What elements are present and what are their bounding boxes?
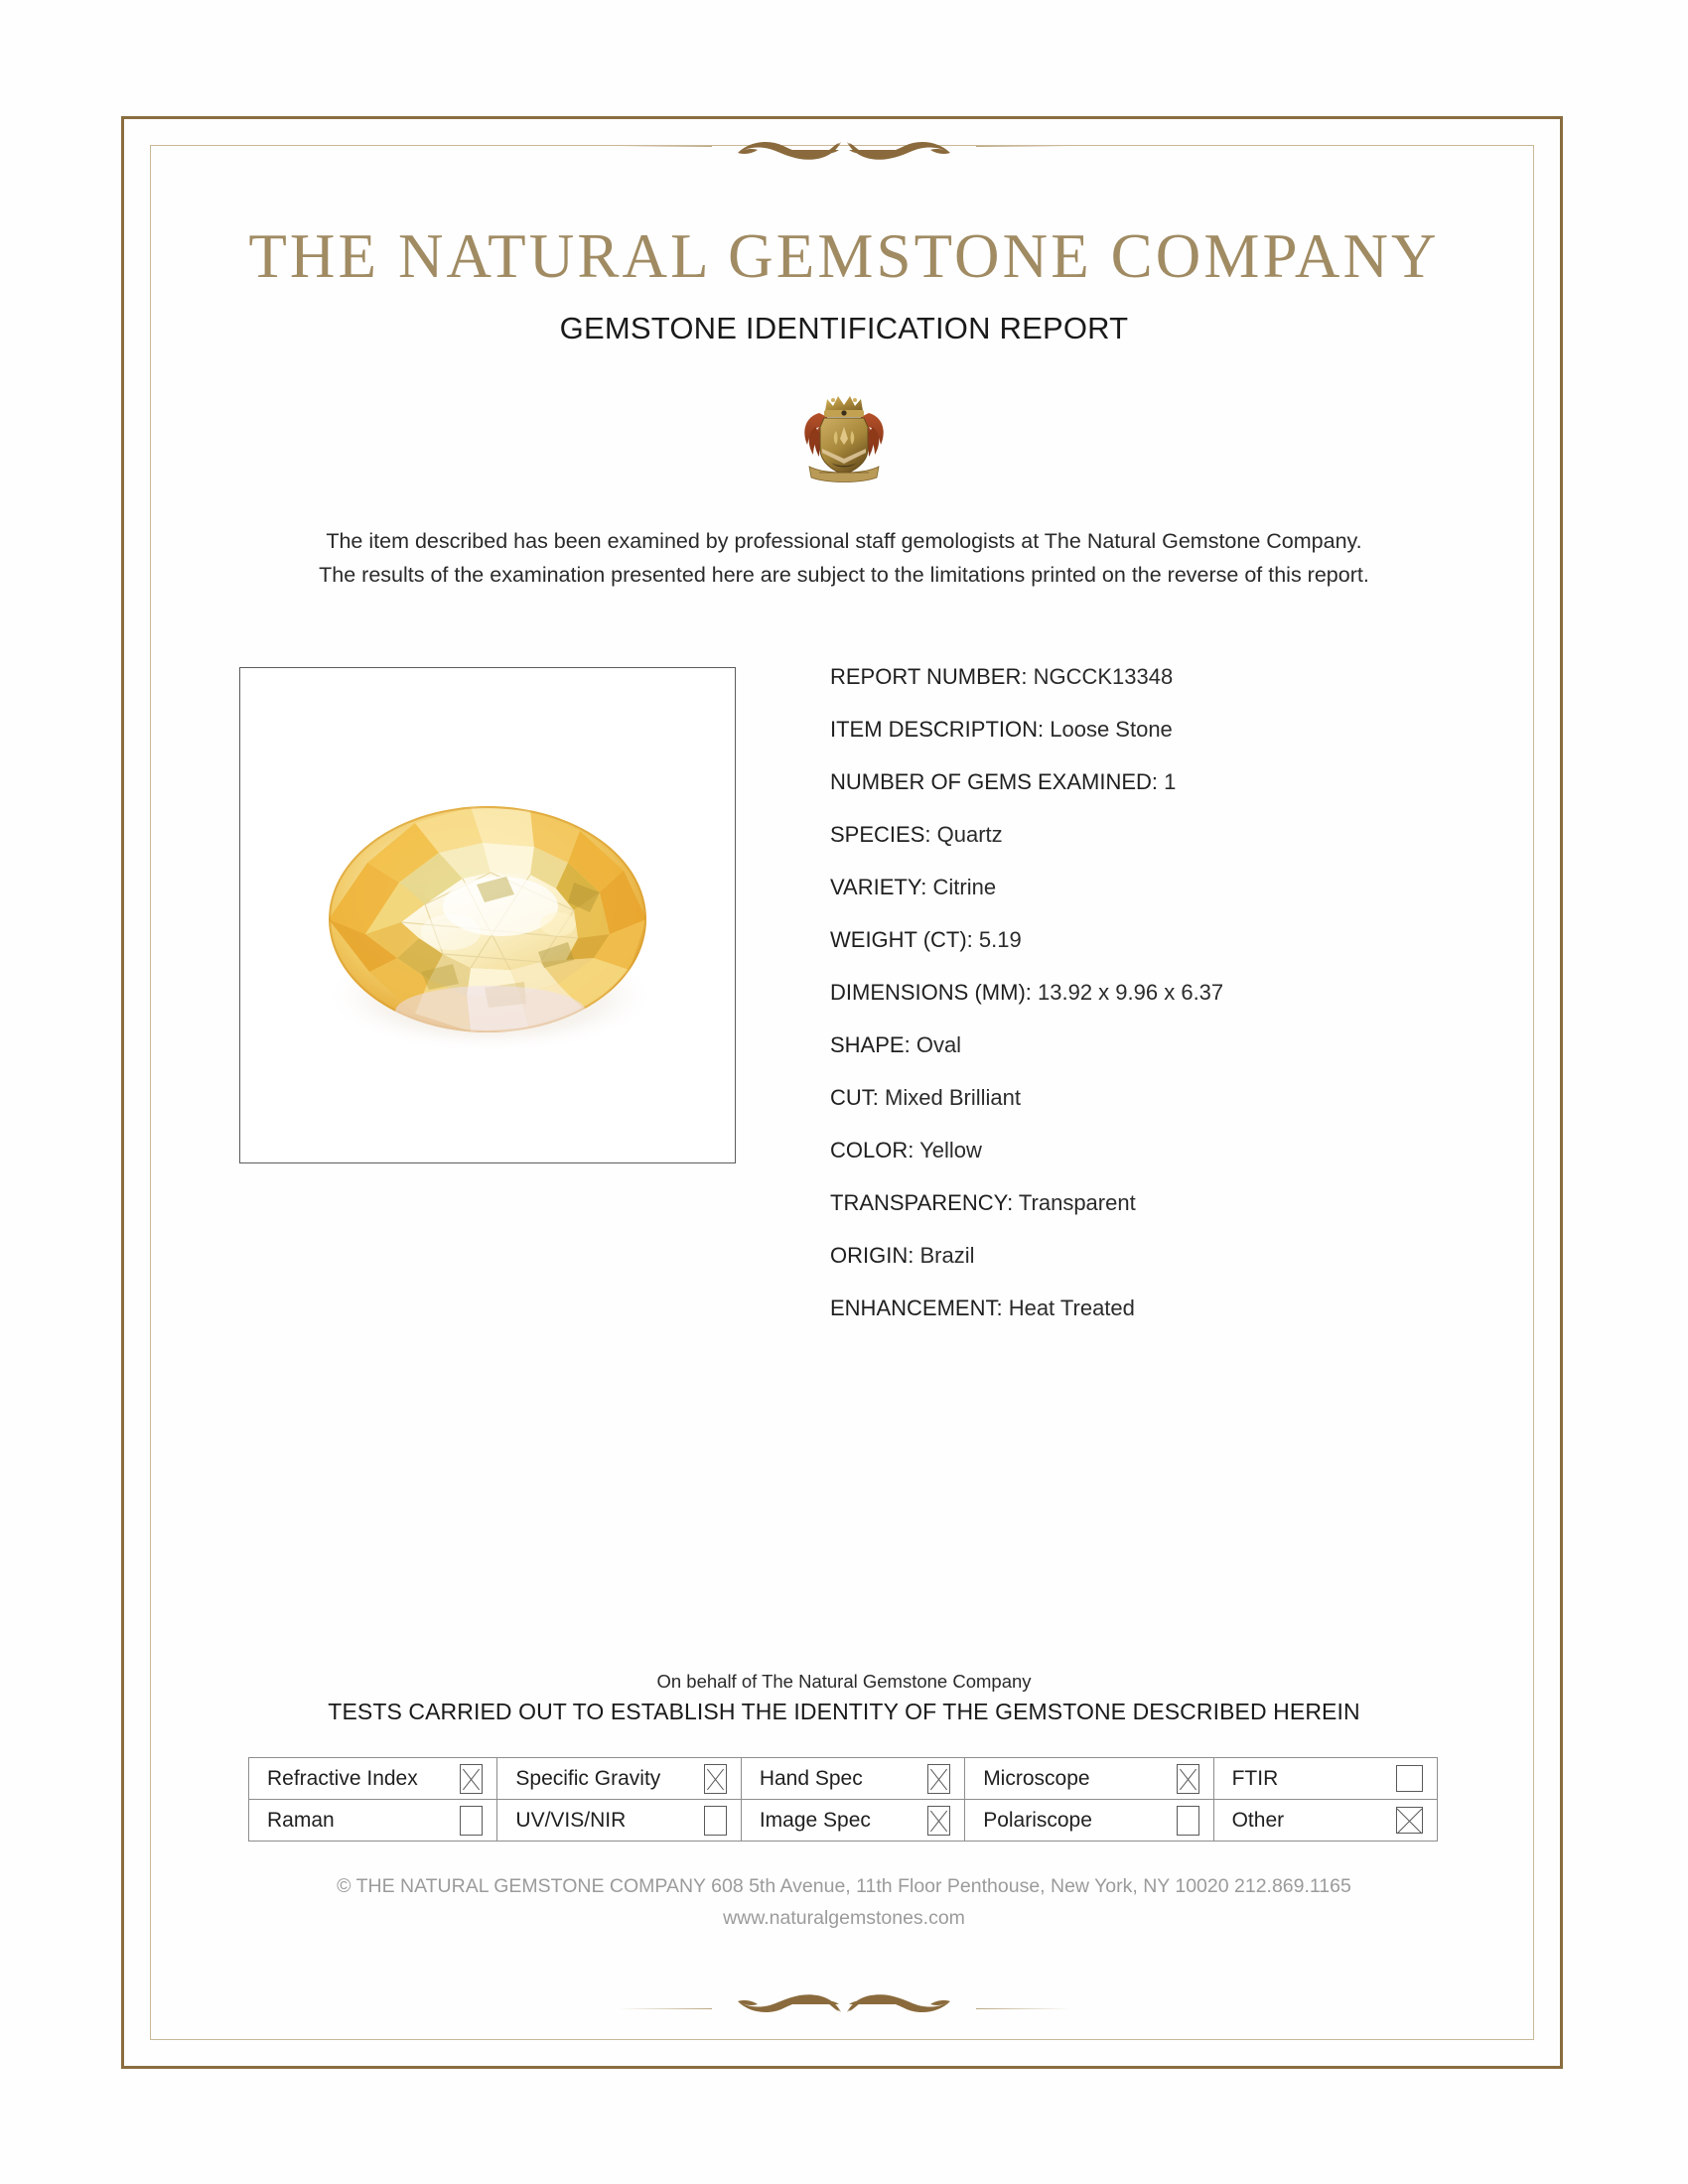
test-label: FTIR (1231, 1766, 1279, 1790)
ornament-rule-right (976, 146, 1070, 147)
decorative-border-outer (121, 116, 1563, 2069)
detail-shape: SHAPE: Oval (830, 1030, 1446, 1083)
test-cell-specific-gravity[interactable]: Specific Gravity (496, 1757, 742, 1800)
test-label: Raman (267, 1808, 335, 1832)
checkbox-polariscope[interactable] (1176, 1805, 1199, 1836)
ornament-top (618, 123, 1070, 169)
checkbox-ftir[interactable] (1396, 1765, 1423, 1792)
checkbox-uv-vis-nir[interactable] (703, 1805, 727, 1836)
detail-origin: ORIGIN: Brazil (830, 1241, 1446, 1294)
detail-label: ITEM DESCRIPTION: (830, 717, 1045, 742)
detail-item-description: ITEM DESCRIPTION: Loose Stone (830, 715, 1446, 767)
disclaimer-text: The item described has been examined by … (0, 524, 1688, 592)
detail-number-of-gems-examined: NUMBER OF GEMS EXAMINED: 1 (830, 767, 1446, 820)
detail-label: VARIETY: (830, 875, 927, 899)
tests-heading: TESTS CARRIED OUT TO ESTABLISH THE IDENT… (328, 1699, 1360, 1724)
test-label: Other (1231, 1808, 1285, 1832)
detail-dimensions: DIMENSIONS (MM): 13.92 x 9.96 x 6.37 (830, 978, 1446, 1030)
test-cell-refractive-index[interactable]: Refractive Index (247, 1757, 498, 1800)
ornament-bottom (618, 1985, 1070, 2031)
test-cell-other[interactable]: Other (1212, 1799, 1439, 1842)
detail-label: NUMBER OF GEMS EXAMINED: (830, 769, 1159, 794)
detail-color: COLOR: Yellow (830, 1136, 1446, 1188)
checkbox-microscope[interactable] (1176, 1763, 1199, 1794)
detail-label: COLOR: (830, 1138, 914, 1162)
footer-address: © THE NATURAL GEMSTONE COMPANY 608 5th A… (337, 1875, 1351, 1897)
decorative-border-inner (150, 145, 1534, 2040)
table-row: Raman UV/VIS/NIR Image Spec (247, 1799, 1439, 1842)
test-label: Hand Spec (759, 1766, 863, 1790)
detail-value: Mixed Brilliant (885, 1085, 1021, 1110)
flourish-icon (738, 141, 950, 160)
heraldic-crest-icon (789, 387, 899, 484)
table-row: Refractive Index Specific Gravity Hand S… (247, 1757, 1439, 1800)
detail-value: Oval (915, 1032, 962, 1057)
ornament-rule-left (618, 2008, 712, 2009)
test-label: Specific Gravity (515, 1766, 661, 1790)
detail-label: ENHANCEMENT: (830, 1296, 1003, 1320)
company-name: THE NATURAL GEMSTONE COMPANY (248, 221, 1440, 291)
test-cell-image-spec[interactable]: Image Spec (740, 1799, 966, 1842)
detail-label: TRANSPARENCY: (830, 1190, 1014, 1215)
gem-details-list: REPORT NUMBER: NGCCK13348 ITEM DESCRIPTI… (830, 662, 1446, 1346)
test-cell-ftir[interactable]: FTIR (1212, 1757, 1439, 1800)
test-cell-polariscope[interactable]: Polariscope (964, 1799, 1214, 1842)
detail-value: Quartz (936, 822, 1003, 847)
on-behalf-text: On behalf of The Natural Gemstone Compan… (656, 1671, 1032, 1692)
test-cell-uv-vis-nir[interactable]: UV/VIS/NIR (496, 1799, 742, 1842)
checkbox-other[interactable] (1396, 1807, 1423, 1834)
detail-label: REPORT NUMBER: (830, 664, 1028, 689)
flourish-icon (738, 1994, 950, 2013)
test-label: UV/VIS/NIR (515, 1808, 627, 1832)
detail-report-number: REPORT NUMBER: NGCCK13348 (830, 662, 1446, 715)
detail-label: SPECIES: (830, 822, 931, 847)
test-label: Image Spec (759, 1808, 871, 1832)
detail-value: Heat Treated (1008, 1296, 1135, 1320)
detail-label: DIMENSIONS (MM): (830, 980, 1032, 1005)
ornament-rule-left (618, 146, 712, 147)
footer-website[interactable]: www.naturalgemstones.com (723, 1907, 965, 1929)
detail-value: Transparent (1018, 1190, 1136, 1215)
detail-label: WEIGHT (CT): (830, 927, 973, 952)
checkbox-refractive-index[interactable] (460, 1763, 484, 1794)
checkbox-specific-gravity[interactable] (703, 1763, 727, 1794)
disclaimer-line-1: The item described has been examined by … (326, 529, 1362, 553)
test-cell-raman[interactable]: Raman (247, 1799, 498, 1842)
test-label: Refractive Index (267, 1766, 418, 1790)
footer: © THE NATURAL GEMSTONE COMPANY 608 5th A… (0, 1870, 1688, 1934)
detail-value: 5.19 (978, 927, 1022, 952)
detail-label: ORIGIN: (830, 1243, 914, 1268)
checkbox-image-spec[interactable] (927, 1805, 951, 1836)
detail-variety: VARIETY: Citrine (830, 873, 1446, 925)
test-cell-microscope[interactable]: Microscope (964, 1757, 1214, 1800)
report-title: GEMSTONE IDENTIFICATION REPORT (559, 311, 1129, 345)
disclaimer-line-2: The results of the examination presented… (319, 563, 1369, 587)
test-cell-hand-spec[interactable]: Hand Spec (740, 1757, 966, 1800)
gemstone-photo (239, 667, 736, 1163)
detail-value: 13.92 x 9.96 x 6.37 (1038, 980, 1224, 1005)
detail-value: Yellow (919, 1138, 982, 1162)
detail-weight: WEIGHT (CT): 5.19 (830, 925, 1446, 978)
detail-value: Citrine (932, 875, 997, 899)
test-label: Polariscope (983, 1808, 1092, 1832)
detail-value: NGCCK13348 (1033, 664, 1174, 689)
tests-table: Refractive Index Specific Gravity Hand S… (247, 1757, 1439, 1842)
detail-enhancement: ENHANCEMENT: Heat Treated (830, 1294, 1446, 1346)
test-label: Microscope (983, 1766, 1090, 1790)
checkbox-raman[interactable] (460, 1805, 484, 1836)
detail-label: SHAPE: (830, 1032, 911, 1057)
detail-cut: CUT: Mixed Brilliant (830, 1083, 1446, 1136)
ornament-rule-right (976, 2008, 1070, 2009)
checkbox-hand-spec[interactable] (927, 1763, 951, 1794)
detail-transparency: TRANSPARENCY: Transparent (830, 1188, 1446, 1241)
detail-value: Brazil (919, 1243, 975, 1268)
detail-label: CUT: (830, 1085, 879, 1110)
detail-value: Loose Stone (1050, 717, 1173, 742)
detail-value: 1 (1164, 769, 1177, 794)
detail-species: SPECIES: Quartz (830, 820, 1446, 873)
